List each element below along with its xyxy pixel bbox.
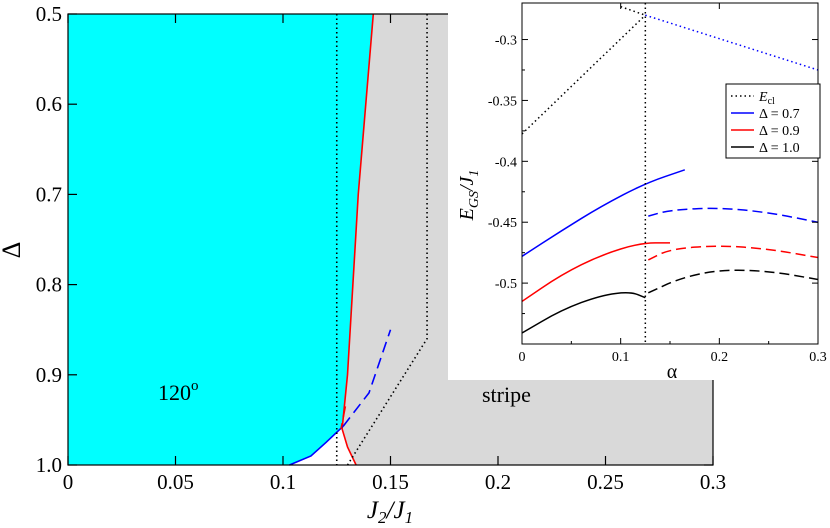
region-120-degree (68, 14, 374, 465)
inset-x-tick-label: 0.1 (612, 350, 630, 365)
main-y-axis-label: Δ (0, 242, 26, 259)
delta-0-7-dashed-line (648, 207, 818, 223)
inset-y-tick-label: -0.35 (488, 94, 517, 109)
main-x-tick-label: 0.25 (587, 470, 624, 494)
blue-dashed-line (342, 329, 392, 427)
label-120-degree: 120o (158, 378, 199, 405)
ecl-rising-line (522, 14, 646, 135)
delta-0-9-dashed-line (647, 245, 818, 261)
legend-label: Δ = 0.9 (759, 124, 800, 139)
diagonal-dotted-line (346, 14, 428, 466)
delta-0-7-line (522, 169, 686, 257)
main-y-tick-label: 1.0 (36, 453, 62, 477)
inset-x-tick-label: 0 (519, 350, 526, 365)
red-boundary-line (341, 13, 375, 466)
inset-y-axis-label: EGS/J1 (456, 170, 482, 222)
main-x-tick-label: 0.05 (157, 470, 194, 494)
main-x-tick-label: 0.3 (700, 470, 726, 494)
legend-label: Δ = 1.0 (759, 141, 800, 156)
red-dashed-line (340, 406, 347, 430)
main-y-tick-label: 0.8 (36, 273, 62, 297)
main-y-tick-label: 0.5 (36, 2, 62, 26)
legend-box (725, 83, 821, 159)
main-y-tick-label: 0.7 (36, 182, 62, 206)
main-x-tick-label: 0.1 (270, 470, 296, 494)
inset-plot-area (522, 3, 818, 344)
blue-boundary-line (289, 425, 344, 466)
inset-x-axis-label: α (667, 361, 678, 383)
legend-label: Δ = 0.7 (759, 107, 800, 122)
delta-0-9-line (522, 242, 670, 302)
main-x-tick-label: 0 (63, 470, 74, 494)
inset-y-tick-label: -0.5 (495, 277, 517, 292)
ecl-falling-blue-line (645, 14, 818, 71)
delta-1-0-line (522, 292, 646, 334)
main-y-tick-label: 0.6 (36, 92, 62, 116)
label-stripe: stripe (482, 382, 531, 407)
inset-x-tick-label: 0.2 (711, 350, 729, 365)
inset-x-tick-label: 0.3 (809, 350, 827, 365)
main-x-axis-label: J2/J1 (367, 497, 413, 527)
main-y-tick-label: 0.9 (36, 363, 62, 387)
main-x-tick-label: 0.15 (372, 470, 409, 494)
inset-y-tick-label: -0.45 (488, 216, 517, 231)
main-x-tick-label: 0.2 (485, 470, 511, 494)
inset-y-tick-label: -0.4 (495, 155, 517, 170)
inset-y-tick-label: -0.3 (495, 34, 517, 49)
delta-1-0-dashed-line (647, 269, 818, 294)
legend-label: Ecl (758, 90, 775, 107)
inset-background (448, 0, 830, 380)
